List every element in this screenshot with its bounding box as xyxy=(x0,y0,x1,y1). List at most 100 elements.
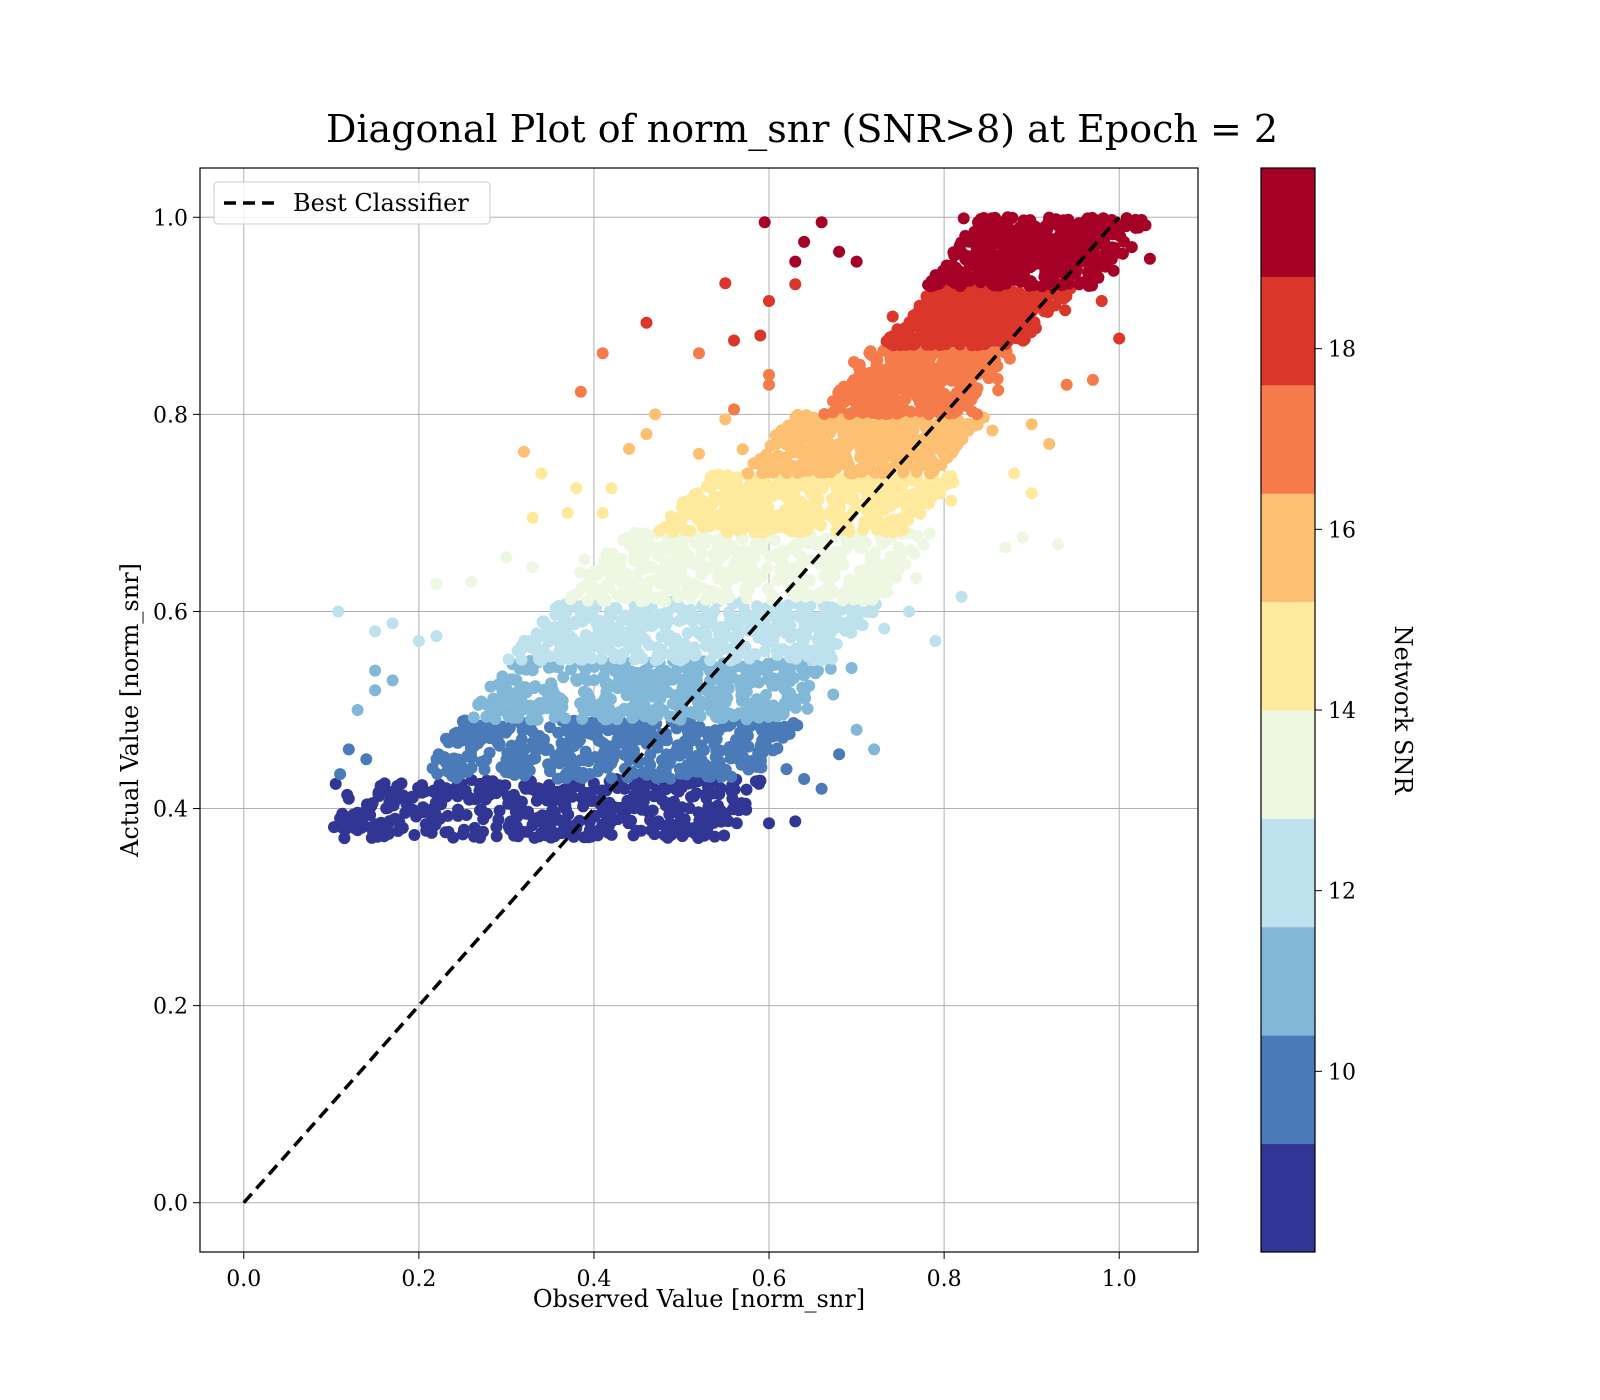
scatter-point xyxy=(960,355,973,368)
scatter-point xyxy=(941,302,954,315)
scatter-series xyxy=(351,654,881,756)
scatter-point xyxy=(1125,241,1138,254)
scatter-point xyxy=(430,577,443,590)
scatter-point xyxy=(369,818,382,831)
scatter-series xyxy=(517,408,1056,480)
scatter-series xyxy=(574,340,1099,421)
scatter-point xyxy=(483,746,496,759)
scatter-point xyxy=(518,769,531,782)
scatter-point xyxy=(834,480,847,493)
scatter-point xyxy=(408,829,421,841)
scatter-point xyxy=(574,607,587,620)
scatter-point xyxy=(672,559,684,572)
scatter-point xyxy=(468,740,480,753)
scatter-point xyxy=(559,712,571,725)
scatter-point xyxy=(790,410,803,423)
scatter-point xyxy=(814,537,827,550)
scatter-point xyxy=(479,787,491,800)
legend-label-best-classifier: Best Classifier xyxy=(293,189,469,217)
scatter-point xyxy=(594,756,607,769)
scatter-point xyxy=(947,310,960,323)
scatter-point xyxy=(618,630,631,643)
scatter-point xyxy=(932,301,945,314)
scatter-point xyxy=(722,682,735,695)
scatter-point xyxy=(361,798,373,811)
scatter-point xyxy=(914,405,926,418)
scatter-point xyxy=(627,829,640,842)
scatter-point xyxy=(798,235,811,248)
scatter-point xyxy=(931,481,944,494)
scatter-point xyxy=(675,801,688,814)
scatter-point xyxy=(860,388,873,401)
scatter-point xyxy=(779,512,792,525)
scatter-point xyxy=(605,815,618,828)
scatter-series xyxy=(328,773,802,845)
scatter-point xyxy=(700,480,713,493)
scatter-point xyxy=(939,449,951,462)
scatter-point xyxy=(708,830,721,843)
scatter-point xyxy=(617,647,630,660)
scatter-point xyxy=(649,408,662,421)
scatter-point xyxy=(545,677,558,690)
scatter-point xyxy=(817,570,830,583)
scatter-point xyxy=(704,654,717,667)
scatter-point xyxy=(749,672,762,685)
scatter-point xyxy=(749,775,762,788)
scatter-point xyxy=(512,742,525,754)
scatter-point xyxy=(766,484,778,497)
scatter-point xyxy=(1081,273,1094,286)
scatter-point xyxy=(1027,279,1040,292)
scatter-point xyxy=(454,767,467,780)
scatter-point xyxy=(658,829,671,842)
scatter-point xyxy=(676,692,689,705)
scatter-point xyxy=(640,316,653,329)
scatter-point xyxy=(789,701,802,714)
scatter-point xyxy=(735,797,748,810)
scatter-point xyxy=(451,809,464,822)
scatter-point xyxy=(694,695,707,708)
scatter-point xyxy=(632,567,645,580)
scatter-point xyxy=(605,772,618,785)
scatter-point xyxy=(1063,220,1076,233)
scatter-point xyxy=(790,514,803,527)
scatter-point xyxy=(902,375,915,388)
scatter-point xyxy=(386,674,399,687)
scatter-point xyxy=(824,628,837,640)
colorbar-bin xyxy=(1261,601,1315,711)
scatter-point xyxy=(351,704,364,716)
scatter-point xyxy=(838,513,851,526)
scatter-point xyxy=(669,584,681,597)
scatter-point xyxy=(1015,253,1028,266)
scatter-point xyxy=(759,634,771,647)
scatter-point xyxy=(711,472,724,485)
scatter-point xyxy=(1111,246,1124,259)
scatter-point xyxy=(873,451,886,464)
scatter-point xyxy=(1063,229,1076,242)
x-axis-label: Observed Value [norm_snr] xyxy=(533,1285,865,1313)
scatter-point xyxy=(583,692,596,704)
scatter-point xyxy=(435,798,448,811)
colorbar-ticks: 10 12 14 16 18 xyxy=(1315,338,1356,1085)
scatter-point xyxy=(897,510,910,523)
scatter-series xyxy=(430,526,1064,608)
scatter-point xyxy=(870,570,883,583)
scatter-point xyxy=(724,614,737,627)
scatter-point xyxy=(876,522,889,535)
scatter-point xyxy=(840,453,853,466)
scatter-point xyxy=(465,575,478,588)
scatter-point xyxy=(854,565,866,577)
scatter-point xyxy=(653,702,666,715)
scatter-point xyxy=(923,382,936,395)
scatter-point xyxy=(904,497,917,510)
scatter-point xyxy=(1016,275,1029,288)
scatter-point xyxy=(328,821,340,834)
scatter-point xyxy=(910,572,923,585)
scatter-point xyxy=(809,446,821,459)
scatter-point xyxy=(895,550,907,563)
scatter-point xyxy=(684,716,697,729)
scatter-point xyxy=(1019,216,1032,229)
colorbar-bin xyxy=(1261,493,1315,603)
scatter-point xyxy=(539,782,552,795)
colorbar-label: Network SNR xyxy=(1389,626,1417,796)
scatter-point xyxy=(824,466,837,478)
